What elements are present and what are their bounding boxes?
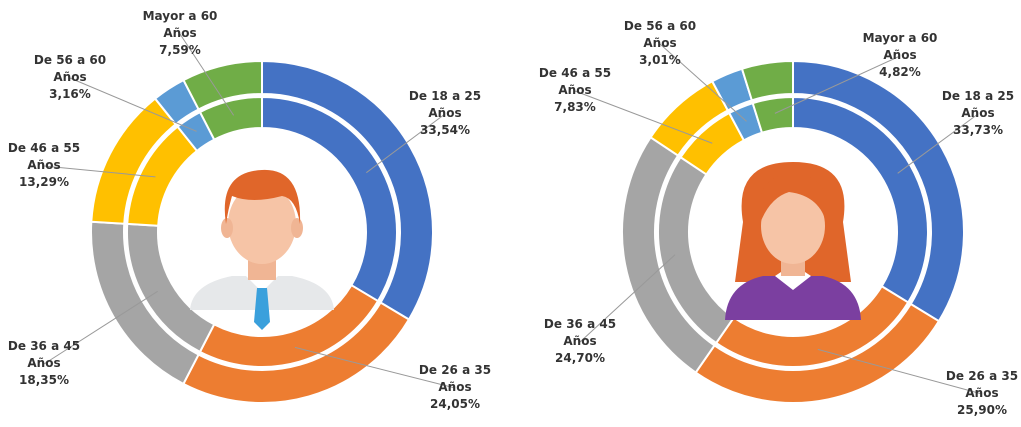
value-label: 7,83% <box>534 99 616 116</box>
value-label: 25,90% <box>941 402 1021 419</box>
female-icon <box>725 162 861 320</box>
value-label: 18,35% <box>3 372 85 389</box>
value-label: 33,73% <box>937 122 1019 139</box>
category-label: De 18 a 25 Años <box>937 88 1019 122</box>
category-label: Mayor a 60 Años <box>859 30 941 64</box>
value-label: 7,59% <box>139 42 221 59</box>
value-label: 4,82% <box>859 64 941 81</box>
male-icon <box>190 170 334 330</box>
value-label: 33,54% <box>404 122 486 139</box>
value-label: 13,29% <box>3 174 85 191</box>
value-label: 24,70% <box>539 350 621 367</box>
category-label: De 56 a 60 Años <box>619 18 701 52</box>
category-label: De 36 a 45 Años <box>3 338 85 372</box>
value-label: 24,05% <box>414 396 496 413</box>
page: De 18 a 25 Años33,54%De 26 a 35 Años24,0… <box>0 0 1021 427</box>
category-label: De 46 a 55 Años <box>3 140 85 174</box>
category-label: De 36 a 45 Años <box>539 316 621 350</box>
value-label: 3,01% <box>619 52 701 69</box>
value-label: 3,16% <box>29 86 111 103</box>
category-label: De 18 a 25 Años <box>404 88 486 122</box>
category-label: De 46 a 55 Años <box>534 65 616 99</box>
category-label: Mayor a 60 Años <box>139 8 221 42</box>
donut-segment <box>742 61 793 100</box>
category-label: De 56 a 60 Años <box>29 52 111 86</box>
category-label: De 26 a 35 Años <box>941 368 1021 402</box>
category-label: De 26 a 35 Años <box>414 362 496 396</box>
